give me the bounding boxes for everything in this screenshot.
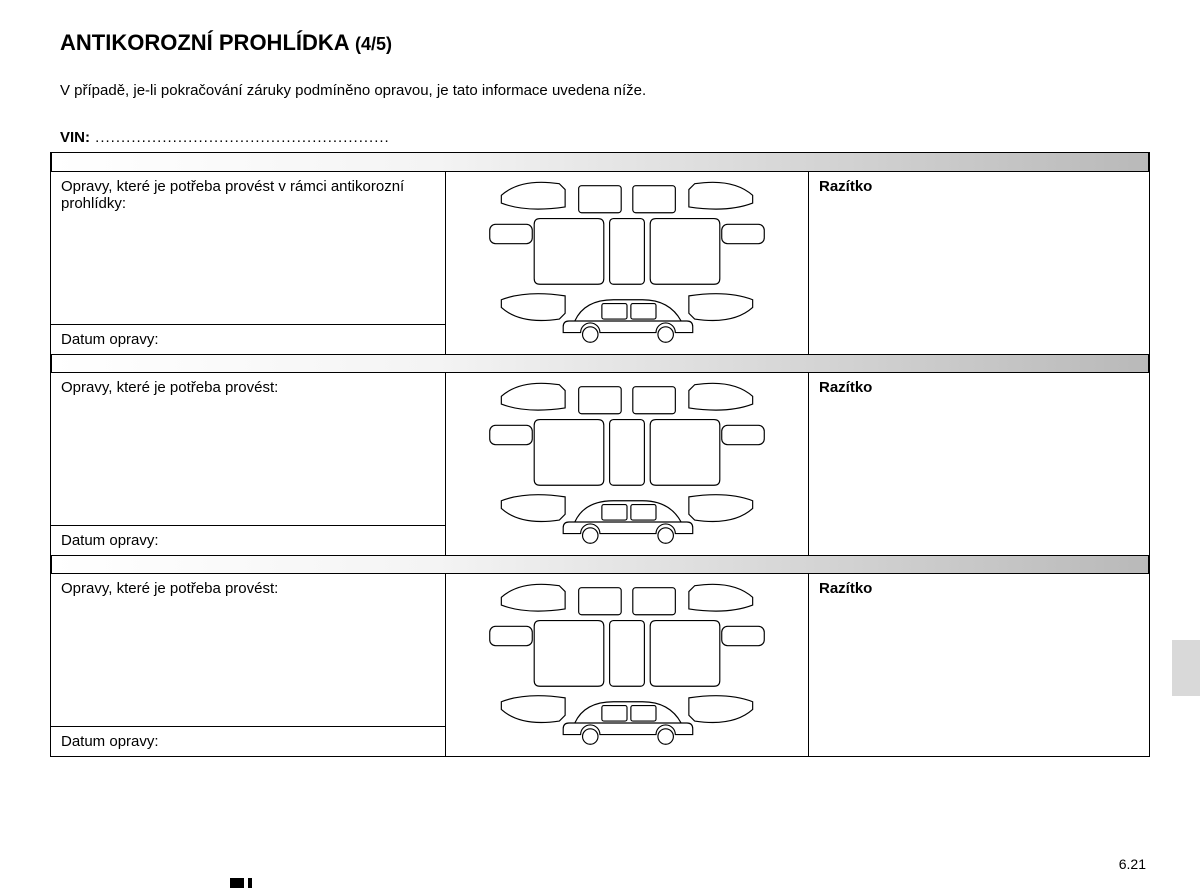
car-body-diagram-icon: [482, 578, 772, 752]
repairs-label: Opravy, které je potřeba provést v rámci…: [51, 172, 445, 324]
mark-icon: [230, 878, 244, 888]
title-main: ANTIKOROZNÍ PROHLÍDKA: [60, 30, 349, 55]
diagram-cell: [446, 373, 809, 555]
vin-line: VIN: ...................................…: [60, 129, 1150, 146]
date-label: Datum opravy:: [51, 525, 445, 555]
mark-icon: [248, 878, 252, 888]
separator-bar: [51, 354, 1149, 372]
diagram-cell: [446, 172, 809, 354]
page-content: ANTIKOROZNÍ PROHLÍDKA (4/5) V případě, j…: [0, 0, 1200, 777]
date-label: Datum opravy:: [51, 726, 445, 756]
separator-bar: [51, 153, 1149, 171]
title-page-indicator: (4/5): [355, 34, 392, 54]
side-tab-marker: [1172, 640, 1200, 696]
left-column: Opravy, které je potřeba provést: Datum …: [51, 373, 446, 555]
date-label: Datum opravy:: [51, 324, 445, 354]
print-registration-marks: [230, 878, 252, 888]
table-row: Opravy, které je potřeba provést: Datum …: [51, 372, 1149, 555]
vin-label: VIN:: [60, 129, 90, 146]
diagram-cell: [446, 574, 809, 756]
table-row: Opravy, které je potřeba provést v rámci…: [51, 171, 1149, 354]
stamp-label: Razítko: [809, 373, 1149, 555]
page-number: 6.21: [1119, 856, 1146, 872]
page-title: ANTIKOROZNÍ PROHLÍDKA (4/5): [60, 30, 1150, 56]
repairs-label: Opravy, které je potřeba provést:: [51, 373, 445, 525]
car-body-diagram-icon: [482, 176, 772, 350]
stamp-label: Razítko: [809, 172, 1149, 354]
stamp-label: Razítko: [809, 574, 1149, 756]
left-column: Opravy, které je potřeba provést: Datum …: [51, 574, 446, 756]
left-column: Opravy, které je potřeba provést v rámci…: [51, 172, 446, 354]
car-body-diagram-icon: [482, 377, 772, 551]
form-block: Opravy, které je potřeba provést v rámci…: [50, 152, 1150, 757]
vin-dots: ........................................…: [90, 129, 390, 146]
table-row: Opravy, které je potřeba provést: Datum …: [51, 573, 1149, 756]
separator-bar: [51, 555, 1149, 573]
intro-text: V případě, je-li pokračování záruky podm…: [60, 82, 1150, 99]
repairs-label: Opravy, které je potřeba provést:: [51, 574, 445, 726]
